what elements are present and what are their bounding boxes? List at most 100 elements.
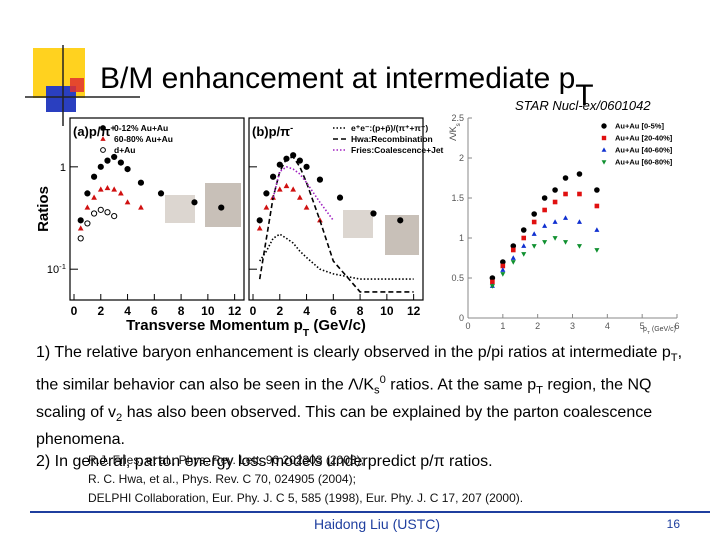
references: R.J. Fries, et al., Phys. Rev. Lett. 90 … bbox=[88, 451, 523, 508]
text-fragment: T bbox=[303, 327, 310, 339]
curve bbox=[258, 155, 414, 293]
text-fragment: Λ/K bbox=[448, 126, 458, 141]
data-point bbox=[118, 190, 124, 196]
data-point bbox=[552, 187, 558, 193]
y-axis-label: Λ/Ks bbox=[448, 123, 462, 141]
data-point bbox=[336, 194, 344, 201]
data-point bbox=[552, 199, 558, 205]
data-point bbox=[269, 173, 277, 180]
data-point bbox=[552, 219, 558, 224]
data-point bbox=[283, 182, 290, 189]
x-tick-label: 8 bbox=[178, 304, 185, 318]
data-point bbox=[137, 179, 145, 186]
data-point bbox=[510, 243, 517, 249]
x-tick-label: 2 bbox=[276, 304, 283, 318]
data-point bbox=[104, 209, 111, 216]
data-point bbox=[576, 171, 583, 177]
source: STAR Nucl-ex/0601042 bbox=[515, 98, 651, 113]
x-tick-label: 2 bbox=[535, 321, 540, 331]
text-fragment: 10 bbox=[47, 264, 59, 276]
data-point bbox=[97, 206, 104, 213]
legend-label: Au+Au [60-80%] bbox=[615, 158, 673, 167]
data-point bbox=[500, 263, 506, 269]
text-fragment: Transverse Momentum p bbox=[126, 317, 303, 334]
data-point bbox=[489, 275, 496, 281]
data-point bbox=[124, 166, 131, 173]
x-axis-label: Transverse Momentum pT (GeV/c) bbox=[126, 317, 366, 339]
text-fragment: T bbox=[670, 352, 678, 365]
panel-frame bbox=[69, 117, 245, 301]
reference: R. C. Hwa, et al., Phys. Rev. C 70, 0249… bbox=[88, 472, 356, 486]
data-point bbox=[316, 176, 324, 183]
text-fragment: has also been observed. This can be expl… bbox=[36, 403, 653, 449]
data-point bbox=[562, 175, 569, 181]
text-fragment: , the similar behavior can also be seen … bbox=[36, 344, 683, 394]
data-point bbox=[77, 235, 84, 242]
legend-label: d+Au bbox=[114, 145, 136, 155]
data-point bbox=[500, 259, 506, 265]
data-point bbox=[542, 223, 548, 228]
data-point bbox=[218, 204, 225, 211]
data-point bbox=[510, 247, 516, 253]
sys-band bbox=[165, 195, 195, 223]
data-point bbox=[111, 213, 118, 220]
text-fragment: + bbox=[110, 123, 115, 133]
data-point bbox=[296, 157, 303, 164]
data-point bbox=[111, 186, 118, 192]
data-point bbox=[104, 184, 111, 191]
data-point bbox=[521, 243, 527, 248]
legend-label: Fries:Coalescence+Jet bbox=[351, 145, 444, 155]
legend-label: Au+Au [0-5%] bbox=[615, 122, 664, 131]
data-point bbox=[77, 217, 84, 224]
data-point bbox=[104, 157, 111, 164]
data-point bbox=[124, 199, 131, 205]
y-tick-label: 10-1 bbox=[47, 262, 66, 277]
legend-swatch bbox=[601, 160, 607, 165]
data-point bbox=[531, 211, 537, 217]
legend-label: 60-80% Au+Au bbox=[114, 134, 173, 144]
text-fragment: (b)p/π bbox=[252, 124, 290, 139]
text-fragment: 1) The relative baryon enhancement is cl… bbox=[36, 344, 671, 361]
data-point bbox=[510, 255, 516, 260]
data-point bbox=[303, 163, 310, 170]
data-point bbox=[191, 199, 198, 206]
x-axis-label: pT (GeV/c) bbox=[643, 326, 676, 336]
data-point bbox=[594, 227, 600, 232]
panel-label: (a)p/π+ bbox=[73, 123, 116, 139]
y-tick-label: 2.5 bbox=[451, 113, 464, 123]
data-point bbox=[276, 186, 283, 192]
data-point bbox=[303, 204, 310, 210]
y-tick-label: 0.5 bbox=[451, 273, 464, 283]
data-point bbox=[370, 210, 377, 217]
x-tick-label: 4 bbox=[303, 304, 310, 318]
y-tick-label: 1 bbox=[60, 162, 66, 174]
legend-swatch bbox=[601, 123, 607, 129]
legend-label: Au+Au [20-40%] bbox=[615, 134, 673, 143]
data-point bbox=[542, 207, 547, 213]
legend-swatch bbox=[100, 147, 106, 153]
deco-square bbox=[70, 78, 84, 92]
data-point bbox=[577, 191, 582, 197]
legend-label: Au+Au [40-60%] bbox=[615, 146, 673, 155]
data-point bbox=[520, 227, 527, 233]
panel-label: (b)p/π- bbox=[252, 123, 293, 139]
legend-label: Hwa:Recombination bbox=[351, 134, 433, 144]
data-point bbox=[91, 194, 97, 200]
data-point bbox=[263, 190, 270, 197]
data-point bbox=[97, 163, 104, 170]
data-point bbox=[256, 225, 263, 231]
x-tick-label: 12 bbox=[228, 304, 242, 318]
text-fragment: 0 bbox=[379, 373, 386, 386]
text-fragment: B/M enhancement at intermediate p bbox=[100, 62, 576, 95]
x-tick-label: 10 bbox=[380, 304, 394, 318]
data-point bbox=[84, 220, 91, 227]
data-point bbox=[563, 240, 569, 245]
data-point bbox=[90, 173, 98, 180]
data-point bbox=[138, 204, 144, 210]
x-tick-label: 12 bbox=[407, 304, 421, 318]
x-tick-label: 4 bbox=[605, 321, 610, 331]
y-axis-label: Ratios bbox=[35, 186, 52, 232]
text-fragment: T bbox=[536, 384, 543, 397]
